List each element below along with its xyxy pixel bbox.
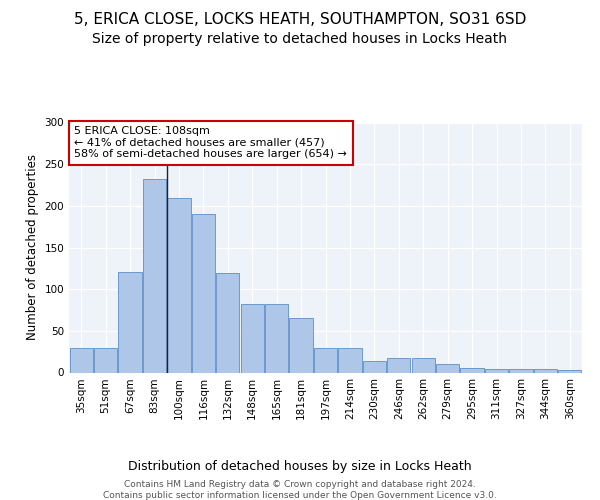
Text: Contains HM Land Registry data © Crown copyright and database right 2024.: Contains HM Land Registry data © Crown c… bbox=[124, 480, 476, 489]
Bar bbox=[94, 348, 117, 372]
Bar bbox=[167, 198, 191, 372]
Bar bbox=[241, 304, 264, 372]
Bar bbox=[485, 369, 508, 372]
Text: 5, ERICA CLOSE, LOCKS HEATH, SOUTHAMPTON, SO31 6SD: 5, ERICA CLOSE, LOCKS HEATH, SOUTHAMPTON… bbox=[74, 12, 526, 28]
Text: Contains public sector information licensed under the Open Government Licence v3: Contains public sector information licen… bbox=[103, 491, 497, 500]
Text: Distribution of detached houses by size in Locks Heath: Distribution of detached houses by size … bbox=[128, 460, 472, 473]
Bar bbox=[265, 304, 288, 372]
Bar bbox=[118, 272, 142, 372]
Text: 5 ERICA CLOSE: 108sqm
← 41% of detached houses are smaller (457)
58% of semi-det: 5 ERICA CLOSE: 108sqm ← 41% of detached … bbox=[74, 126, 347, 160]
Bar bbox=[509, 369, 533, 372]
Bar bbox=[363, 361, 386, 372]
Bar bbox=[289, 318, 313, 372]
Bar bbox=[143, 179, 166, 372]
Y-axis label: Number of detached properties: Number of detached properties bbox=[26, 154, 39, 340]
Text: Size of property relative to detached houses in Locks Heath: Size of property relative to detached ho… bbox=[92, 32, 508, 46]
Bar bbox=[70, 348, 93, 372]
Bar bbox=[460, 368, 484, 372]
Bar bbox=[558, 370, 581, 372]
Bar bbox=[338, 348, 362, 372]
Bar bbox=[534, 369, 557, 372]
Bar bbox=[314, 348, 337, 372]
Bar bbox=[387, 358, 410, 372]
Bar bbox=[436, 364, 459, 372]
Bar bbox=[412, 358, 435, 372]
Bar bbox=[216, 272, 239, 372]
Bar bbox=[192, 214, 215, 372]
